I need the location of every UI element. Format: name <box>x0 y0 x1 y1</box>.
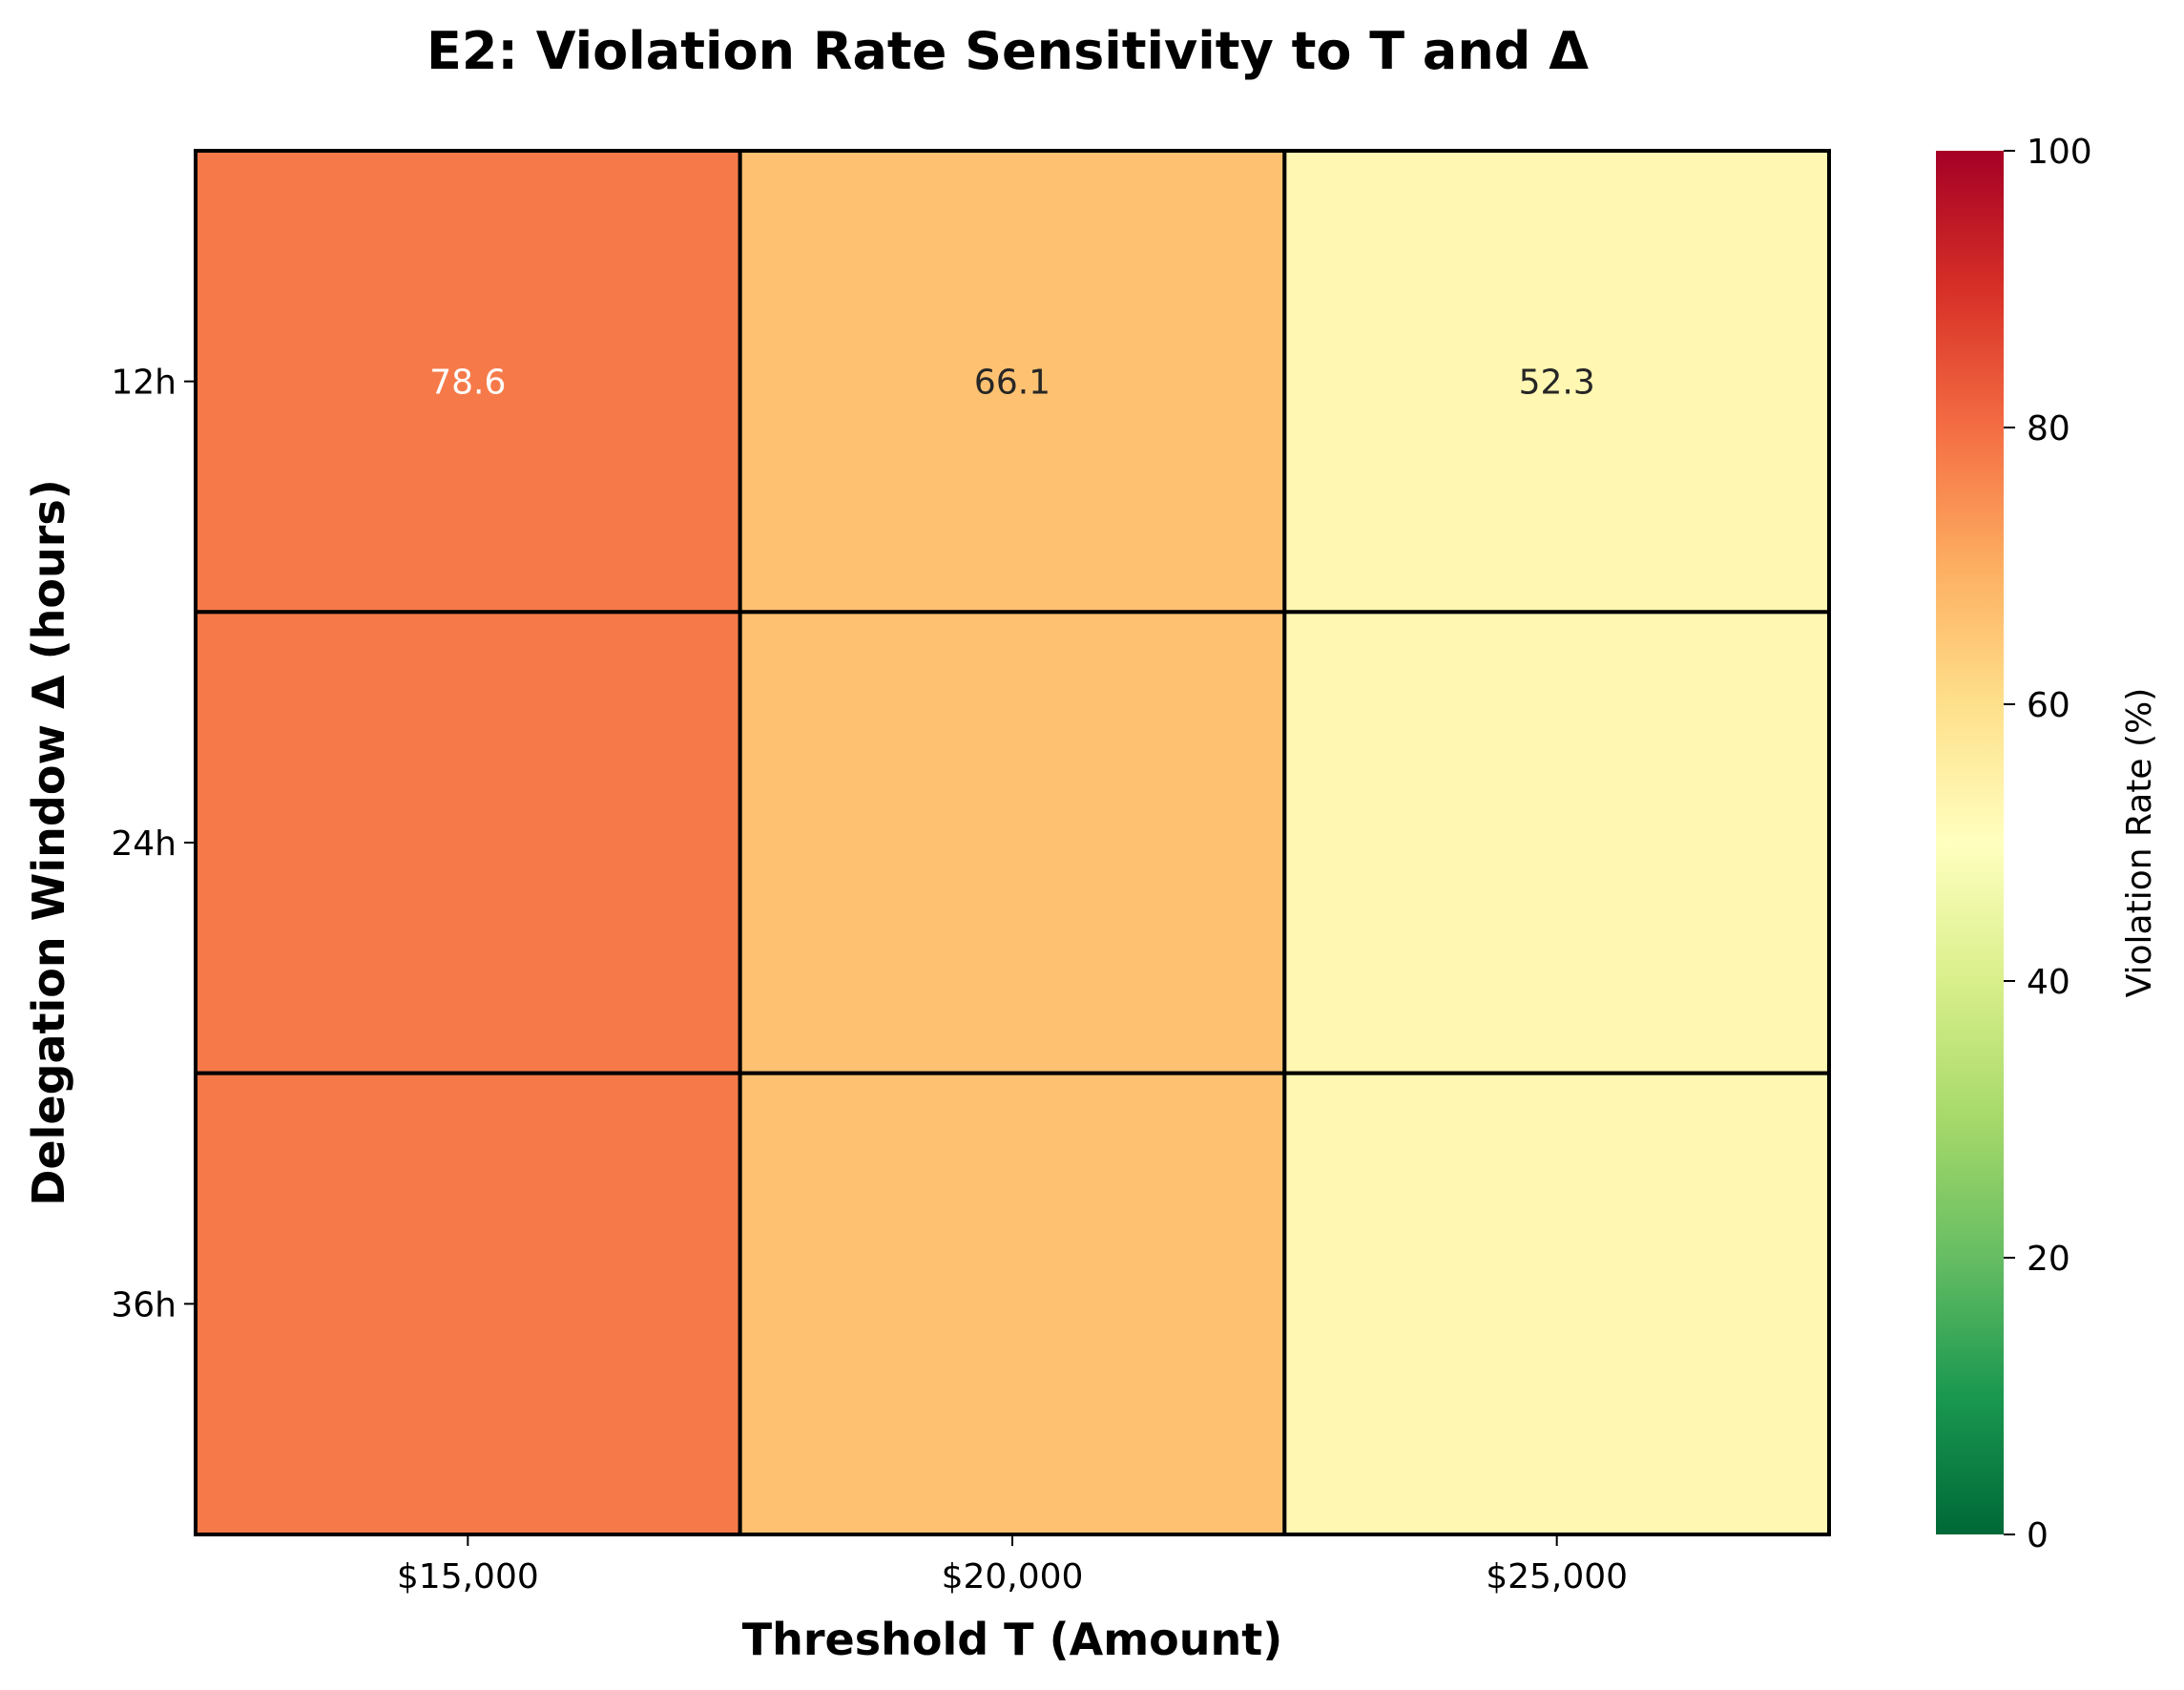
y-tick-label: 36h <box>111 1285 177 1325</box>
heatmap-cell <box>738 1071 1287 1536</box>
heatmap-cell <box>194 149 742 615</box>
colorbar-tick-label: 100 <box>2027 133 2092 172</box>
y-axis-ticks: 12h 24h 36h <box>111 364 196 1325</box>
colorbar-tick-label: 40 <box>2027 963 2070 1002</box>
x-tick-label: $20,000 <box>942 1557 1084 1596</box>
heatmap-cells <box>194 149 1832 1536</box>
cell-value-label: 78.6 <box>429 364 506 403</box>
heatmap-cell <box>738 610 1287 1075</box>
chart-title: E2: Violation Rate Sensitivity to T and … <box>426 21 1589 81</box>
x-axis-ticks: $15,000 $20,000 $25,000 <box>397 1534 1628 1596</box>
cell-annotations: 78.6 66.1 52.3 <box>429 364 1594 403</box>
y-tick-label: 12h <box>111 364 177 403</box>
heatmap-cell <box>1282 1071 1832 1536</box>
heatmap-cell <box>1282 610 1832 1075</box>
cell-value-label: 66.1 <box>974 364 1050 403</box>
colorbar <box>1936 151 2004 1534</box>
y-axis-label: Delegation Window Δ (hours) <box>23 479 74 1206</box>
heatmap-cell <box>738 149 1287 615</box>
y-tick-label: 24h <box>111 824 177 864</box>
x-tick-label: $25,000 <box>1486 1557 1628 1596</box>
x-tick-label: $15,000 <box>397 1557 539 1596</box>
cell-value-label: 52.3 <box>1519 364 1595 403</box>
colorbar-tick-label: 60 <box>2027 686 2070 725</box>
colorbar-tick-label: 80 <box>2027 409 2070 449</box>
colorbar-tick-label: 20 <box>2027 1240 2070 1279</box>
colorbar-label: Violation Rate (%) <box>2120 688 2159 998</box>
heatmap-cell <box>194 1071 742 1536</box>
x-axis-label: Threshold T (Amount) <box>742 1614 1283 1665</box>
colorbar-tick-label: 0 <box>2027 1516 2049 1555</box>
colorbar-ticks: 0 20 40 60 80 100 <box>2004 133 2092 1555</box>
heatmap-cell <box>194 610 742 1075</box>
